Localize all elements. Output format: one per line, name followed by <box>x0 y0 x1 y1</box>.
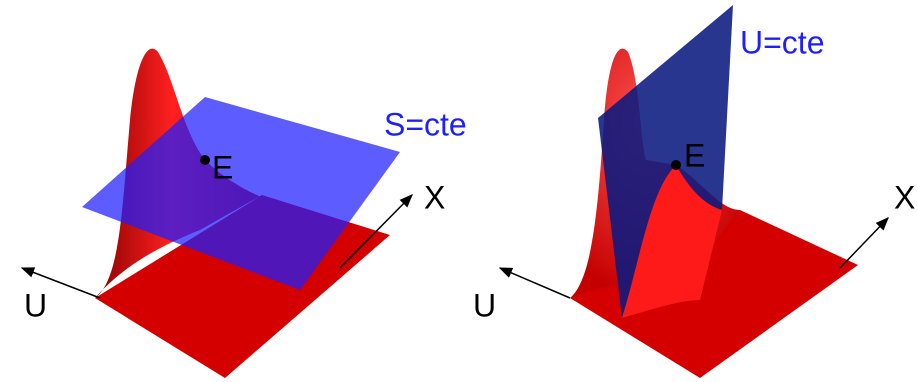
point-e <box>200 155 210 165</box>
x-axis-label: X <box>424 179 445 215</box>
u-axis-arrow <box>500 268 570 298</box>
u-axis-label: U <box>473 287 496 323</box>
diagram: E S=cte X U E U=cte X U <box>0 0 917 382</box>
point-e <box>671 160 681 170</box>
plane-label: U=cte <box>740 24 824 60</box>
point-label: E <box>684 137 705 173</box>
panel-right: E U=cte X U <box>473 5 915 378</box>
x-axis-label: X <box>894 179 915 215</box>
plane-label: S=cte <box>384 106 467 142</box>
u-axis-label: U <box>24 287 47 323</box>
point-label: E <box>212 149 233 185</box>
x-axis-arrow <box>840 218 888 268</box>
panel-left: E S=cte X U <box>22 49 467 378</box>
